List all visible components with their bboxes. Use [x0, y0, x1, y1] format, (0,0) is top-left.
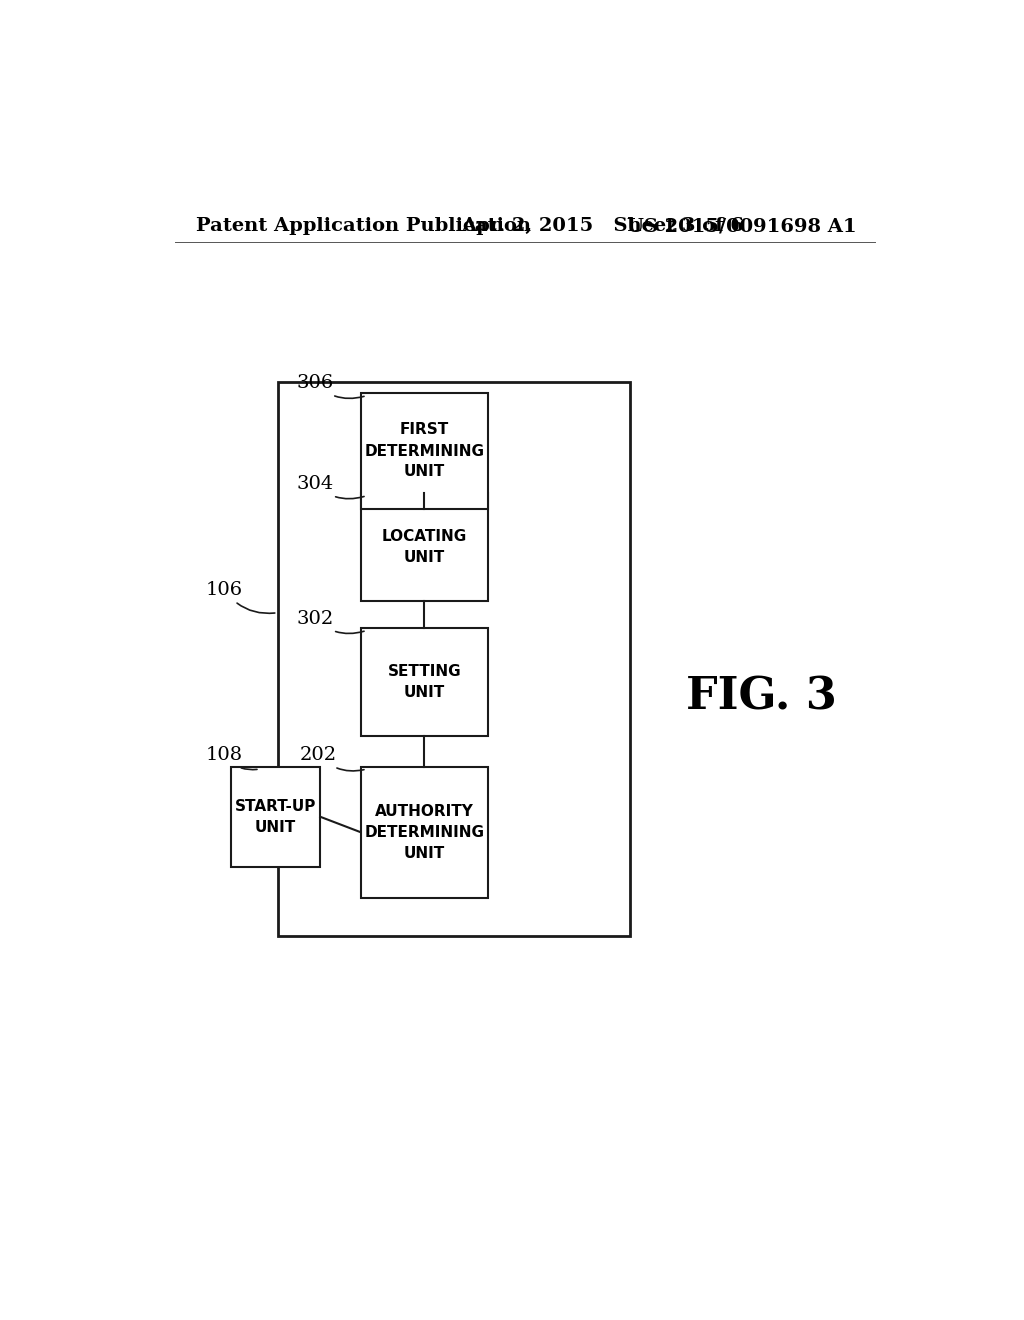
- Text: Apr. 2, 2015   Sheet 3 of 6: Apr. 2, 2015 Sheet 3 of 6: [461, 218, 744, 235]
- Text: SETTING
UNIT: SETTING UNIT: [388, 664, 461, 700]
- Text: 106: 106: [206, 581, 274, 614]
- Text: FIG. 3: FIG. 3: [686, 676, 837, 719]
- Bar: [360, 628, 488, 737]
- Text: AUTHORITY
DETERMINING
UNIT: AUTHORITY DETERMINING UNIT: [365, 804, 484, 861]
- Text: 302: 302: [296, 610, 365, 634]
- Bar: [360, 767, 488, 898]
- Bar: [231, 767, 321, 867]
- Text: 306: 306: [296, 375, 365, 399]
- Text: 108: 108: [206, 746, 257, 770]
- Text: 202: 202: [300, 746, 364, 771]
- Bar: [360, 494, 488, 601]
- Text: FIRST
DETERMINING
UNIT: FIRST DETERMINING UNIT: [365, 422, 484, 479]
- Text: 304: 304: [296, 475, 365, 499]
- Bar: [360, 393, 488, 508]
- Bar: [278, 381, 630, 936]
- Text: START-UP
UNIT: START-UP UNIT: [234, 799, 316, 834]
- Text: LOCATING
UNIT: LOCATING UNIT: [382, 529, 467, 565]
- Text: Patent Application Publication: Patent Application Publication: [197, 218, 531, 235]
- Text: US 2015/0091698 A1: US 2015/0091698 A1: [627, 218, 856, 235]
